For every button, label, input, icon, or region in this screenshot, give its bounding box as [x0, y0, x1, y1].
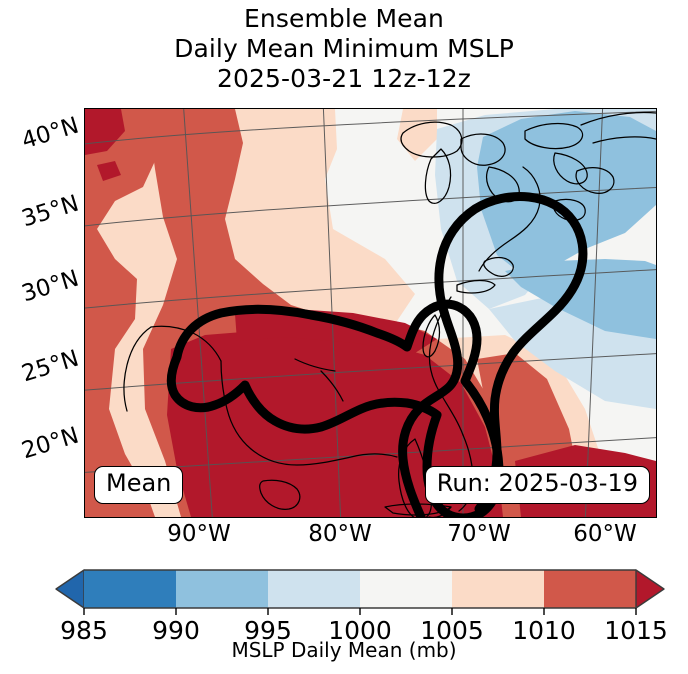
- run-date-label-box: Run: 2025-03-19: [424, 466, 650, 504]
- lon-tick-90W: 90°W: [167, 521, 231, 547]
- map-plot-area: [84, 108, 657, 518]
- colorbar-gradient: [55, 569, 665, 615]
- colorbar-tick-1015: 1015: [604, 616, 668, 645]
- lat-tick-20N: 20°N: [18, 422, 82, 465]
- title-line-1: Ensemble Mean: [244, 4, 444, 33]
- lat-tick-25N: 25°N: [18, 345, 82, 388]
- lon-tick-60W: 60°W: [573, 521, 637, 547]
- lat-tick-30N: 30°N: [18, 265, 82, 308]
- lat-tick-40N: 40°N: [18, 112, 82, 155]
- title-line-3: 2025-03-21 12z-12z: [217, 64, 471, 93]
- lat-tick-35N: 35°N: [18, 190, 82, 233]
- title-line-2: Daily Mean Minimum MSLP: [174, 34, 514, 63]
- lon-tick-80W: 80°W: [308, 521, 372, 547]
- map-contour-fill: [85, 109, 656, 517]
- colorbar-tick-1010: 1010: [512, 616, 576, 645]
- figure-title: Ensemble Mean Daily Mean Minimum MSLP 20…: [0, 4, 688, 94]
- colorbar-tick-985: 985: [60, 616, 108, 645]
- colorbar-tick-1005: 1005: [420, 616, 484, 645]
- colorbar-tick-1000: 1000: [328, 616, 392, 645]
- colorbar: 985 990 995 1000 1005 1010 1015: [0, 560, 688, 674]
- colorbar-tick-995: 995: [244, 616, 292, 645]
- colorbar-axis-label: MSLP Daily Mean (mb): [231, 638, 457, 662]
- mean-label-box: Mean: [94, 466, 184, 504]
- colorbar-tick-990: 990: [152, 616, 200, 645]
- lon-tick-70W: 70°W: [447, 521, 511, 547]
